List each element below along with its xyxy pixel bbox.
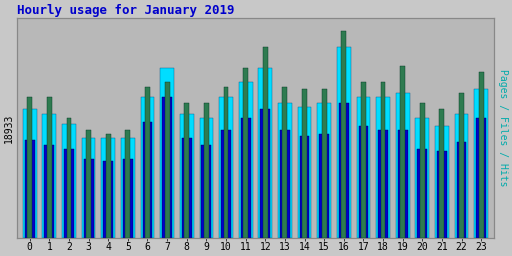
Bar xyxy=(125,130,131,238)
Bar xyxy=(204,103,209,238)
Text: Hourly usage for January 2019: Hourly usage for January 2019 xyxy=(17,4,234,17)
Bar xyxy=(23,109,36,238)
Bar xyxy=(280,130,290,238)
Bar xyxy=(25,140,35,238)
Bar xyxy=(420,103,425,238)
Bar xyxy=(297,107,311,238)
Bar xyxy=(27,97,32,238)
Bar xyxy=(165,82,169,238)
Bar xyxy=(376,97,390,238)
Y-axis label: Pages / Files / Hits: Pages / Files / Hits xyxy=(498,69,508,187)
Bar xyxy=(476,118,486,238)
Bar xyxy=(239,82,252,238)
Bar xyxy=(64,149,74,238)
Bar xyxy=(358,126,368,238)
Bar xyxy=(184,103,189,238)
Bar xyxy=(415,118,429,238)
Bar xyxy=(182,138,191,238)
Bar xyxy=(400,66,405,238)
Bar xyxy=(83,159,94,238)
Bar xyxy=(103,161,113,238)
Bar xyxy=(180,113,194,238)
Bar xyxy=(396,93,410,238)
Bar xyxy=(417,149,427,238)
Bar xyxy=(221,130,231,238)
Bar xyxy=(259,68,272,238)
Bar xyxy=(283,87,287,238)
Bar xyxy=(319,134,329,238)
Bar xyxy=(302,89,307,238)
Bar xyxy=(380,82,386,238)
Bar xyxy=(45,145,54,238)
Bar xyxy=(141,97,154,238)
Bar xyxy=(101,138,115,238)
Bar xyxy=(361,82,366,238)
Bar xyxy=(200,118,213,238)
Bar xyxy=(455,113,468,238)
Bar xyxy=(162,97,172,238)
Bar xyxy=(342,31,346,238)
Bar xyxy=(201,145,211,238)
Bar xyxy=(378,130,388,238)
Bar xyxy=(82,138,95,238)
Bar xyxy=(123,159,133,238)
Bar xyxy=(339,103,349,238)
Bar xyxy=(243,68,248,238)
Bar xyxy=(160,68,174,238)
Bar xyxy=(106,134,111,238)
Bar xyxy=(474,89,488,238)
Bar xyxy=(337,47,351,238)
Bar xyxy=(459,93,464,238)
Bar xyxy=(219,97,233,238)
Bar xyxy=(398,130,408,238)
Bar xyxy=(300,136,309,238)
Bar xyxy=(260,109,270,238)
Bar xyxy=(317,103,331,238)
Bar xyxy=(263,47,268,238)
Bar xyxy=(224,87,228,238)
Bar xyxy=(42,113,56,238)
Bar xyxy=(86,130,91,238)
Bar xyxy=(356,97,370,238)
Y-axis label: 18933: 18933 xyxy=(4,113,14,143)
Bar xyxy=(457,143,466,238)
Bar xyxy=(121,138,135,238)
Bar xyxy=(142,122,153,238)
Bar xyxy=(437,151,447,238)
Bar xyxy=(278,103,292,238)
Bar xyxy=(479,72,484,238)
Bar xyxy=(145,87,150,238)
Bar xyxy=(67,118,71,238)
Bar xyxy=(322,89,327,238)
Bar xyxy=(435,126,449,238)
Bar xyxy=(47,97,52,238)
Bar xyxy=(62,124,76,238)
Bar xyxy=(241,118,250,238)
Bar xyxy=(439,109,444,238)
